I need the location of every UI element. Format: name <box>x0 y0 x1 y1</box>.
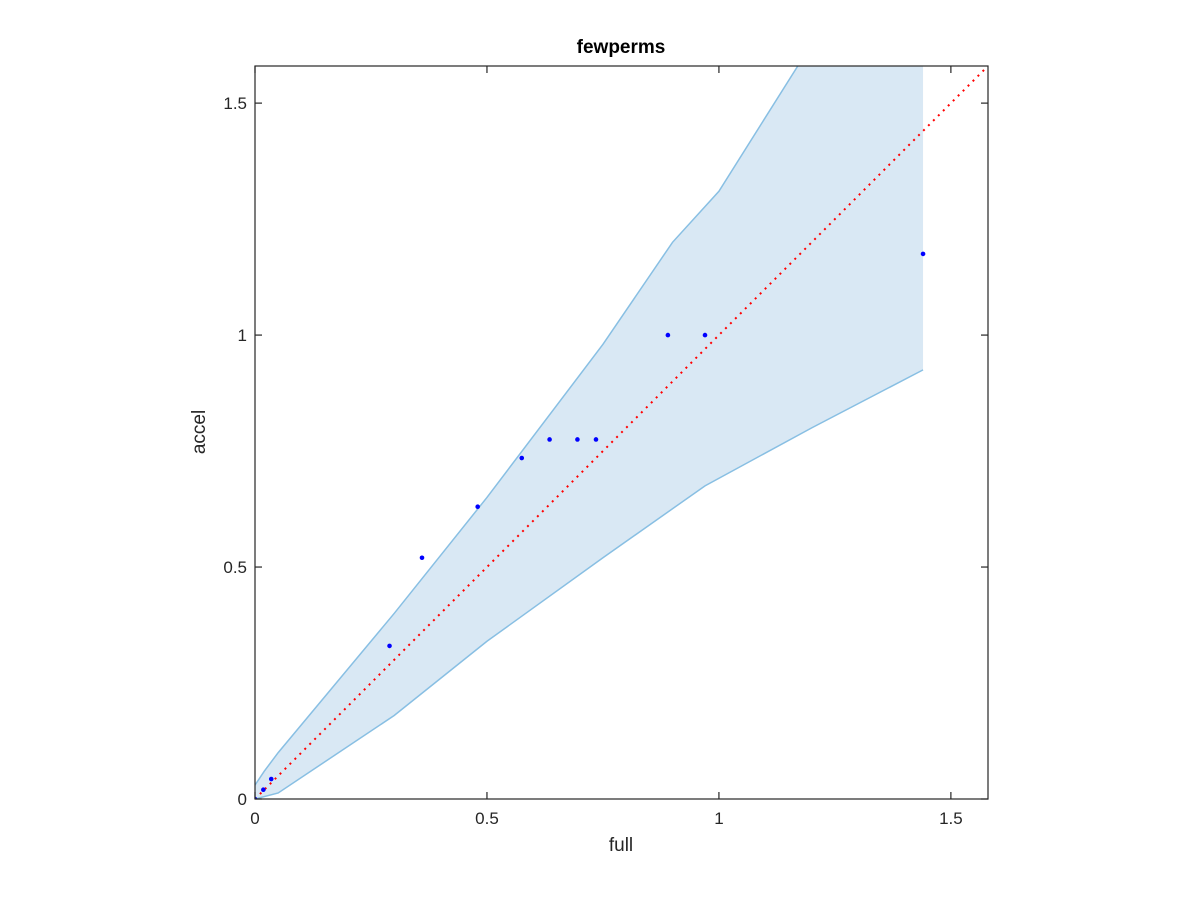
confidence-band-upper-edge <box>255 66 799 786</box>
y-tick-label: 1.5 <box>223 94 247 113</box>
data-point-7 <box>519 455 525 461</box>
data-point-8 <box>547 437 552 442</box>
x-tick-label: 0 <box>250 809 259 828</box>
data-point-4 <box>387 643 392 649</box>
y-tick-label: 0.5 <box>223 558 247 577</box>
y-axis-ticks: 0 0.5 1 1.5 <box>223 94 988 809</box>
data-point-5 <box>419 555 425 561</box>
data-point-6 <box>475 504 480 510</box>
x-axis-label: full <box>609 835 633 856</box>
data-point-9 <box>575 437 580 442</box>
x-axis-ticks: 0 0.5 1 1.5 <box>250 66 963 828</box>
axes-box <box>254 65 989 800</box>
data-points <box>255 251 926 799</box>
plot-area <box>255 66 988 799</box>
chart-title: fewperms <box>577 37 666 58</box>
confidence-band-lower-edge <box>255 369 924 799</box>
confidence-band-fill <box>255 66 924 799</box>
y-axis-label: accel <box>189 410 210 454</box>
data-point-11 <box>665 332 671 338</box>
y-tick-label: 1 <box>238 326 247 345</box>
identity-reference-line <box>255 66 988 799</box>
data-point-10 <box>593 437 599 442</box>
x-tick-label: 1.5 <box>939 809 963 828</box>
data-point-2 <box>261 787 266 793</box>
data-point-13 <box>920 251 926 257</box>
y-tick-label: 0 <box>238 790 247 809</box>
data-point-3 <box>268 776 274 782</box>
x-tick-label: 1 <box>714 809 723 828</box>
x-tick-label: 0.5 <box>475 809 499 828</box>
data-point-12 <box>702 332 708 338</box>
